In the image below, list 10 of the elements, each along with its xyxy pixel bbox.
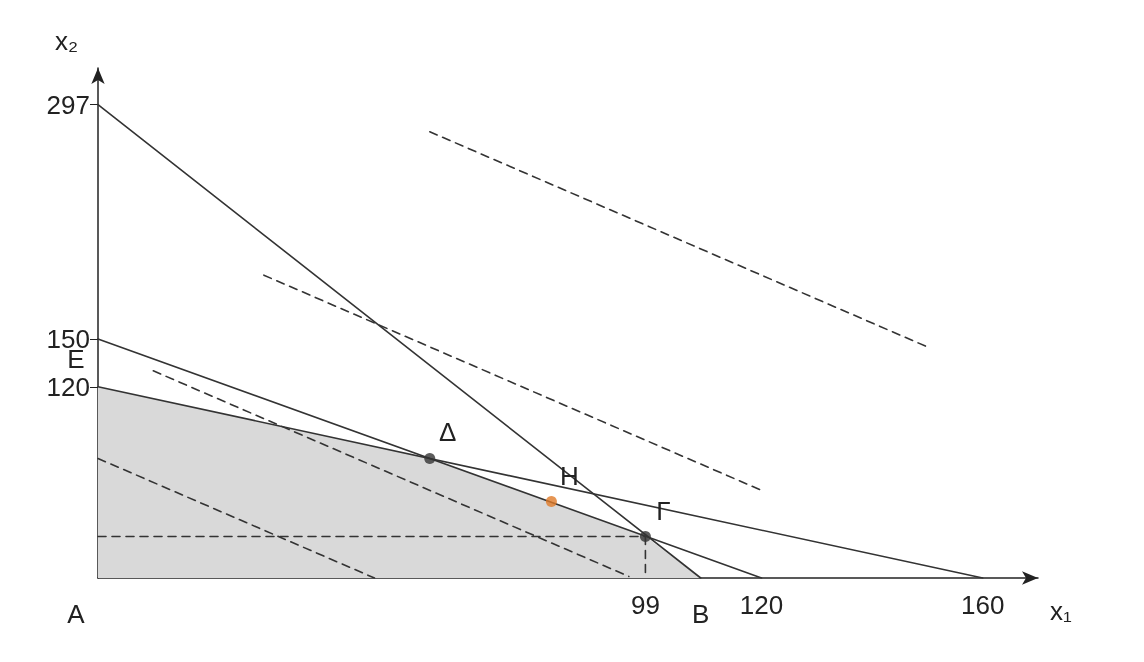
y-tick-label: 120 — [46, 371, 90, 402]
annotation: Δ — [439, 417, 457, 448]
x-tick-label: 160 — [961, 590, 1005, 620]
x-tick-label: 99 — [630, 590, 660, 620]
y-tick-label: 297 — [46, 89, 90, 120]
y-axis-title: x₂ — [54, 26, 78, 56]
annotation: B — [692, 599, 710, 629]
annotation: A — [67, 599, 86, 629]
x-tick-label: 120 — [739, 590, 784, 620]
x-axis-title: x₁ — [1050, 596, 1072, 626]
